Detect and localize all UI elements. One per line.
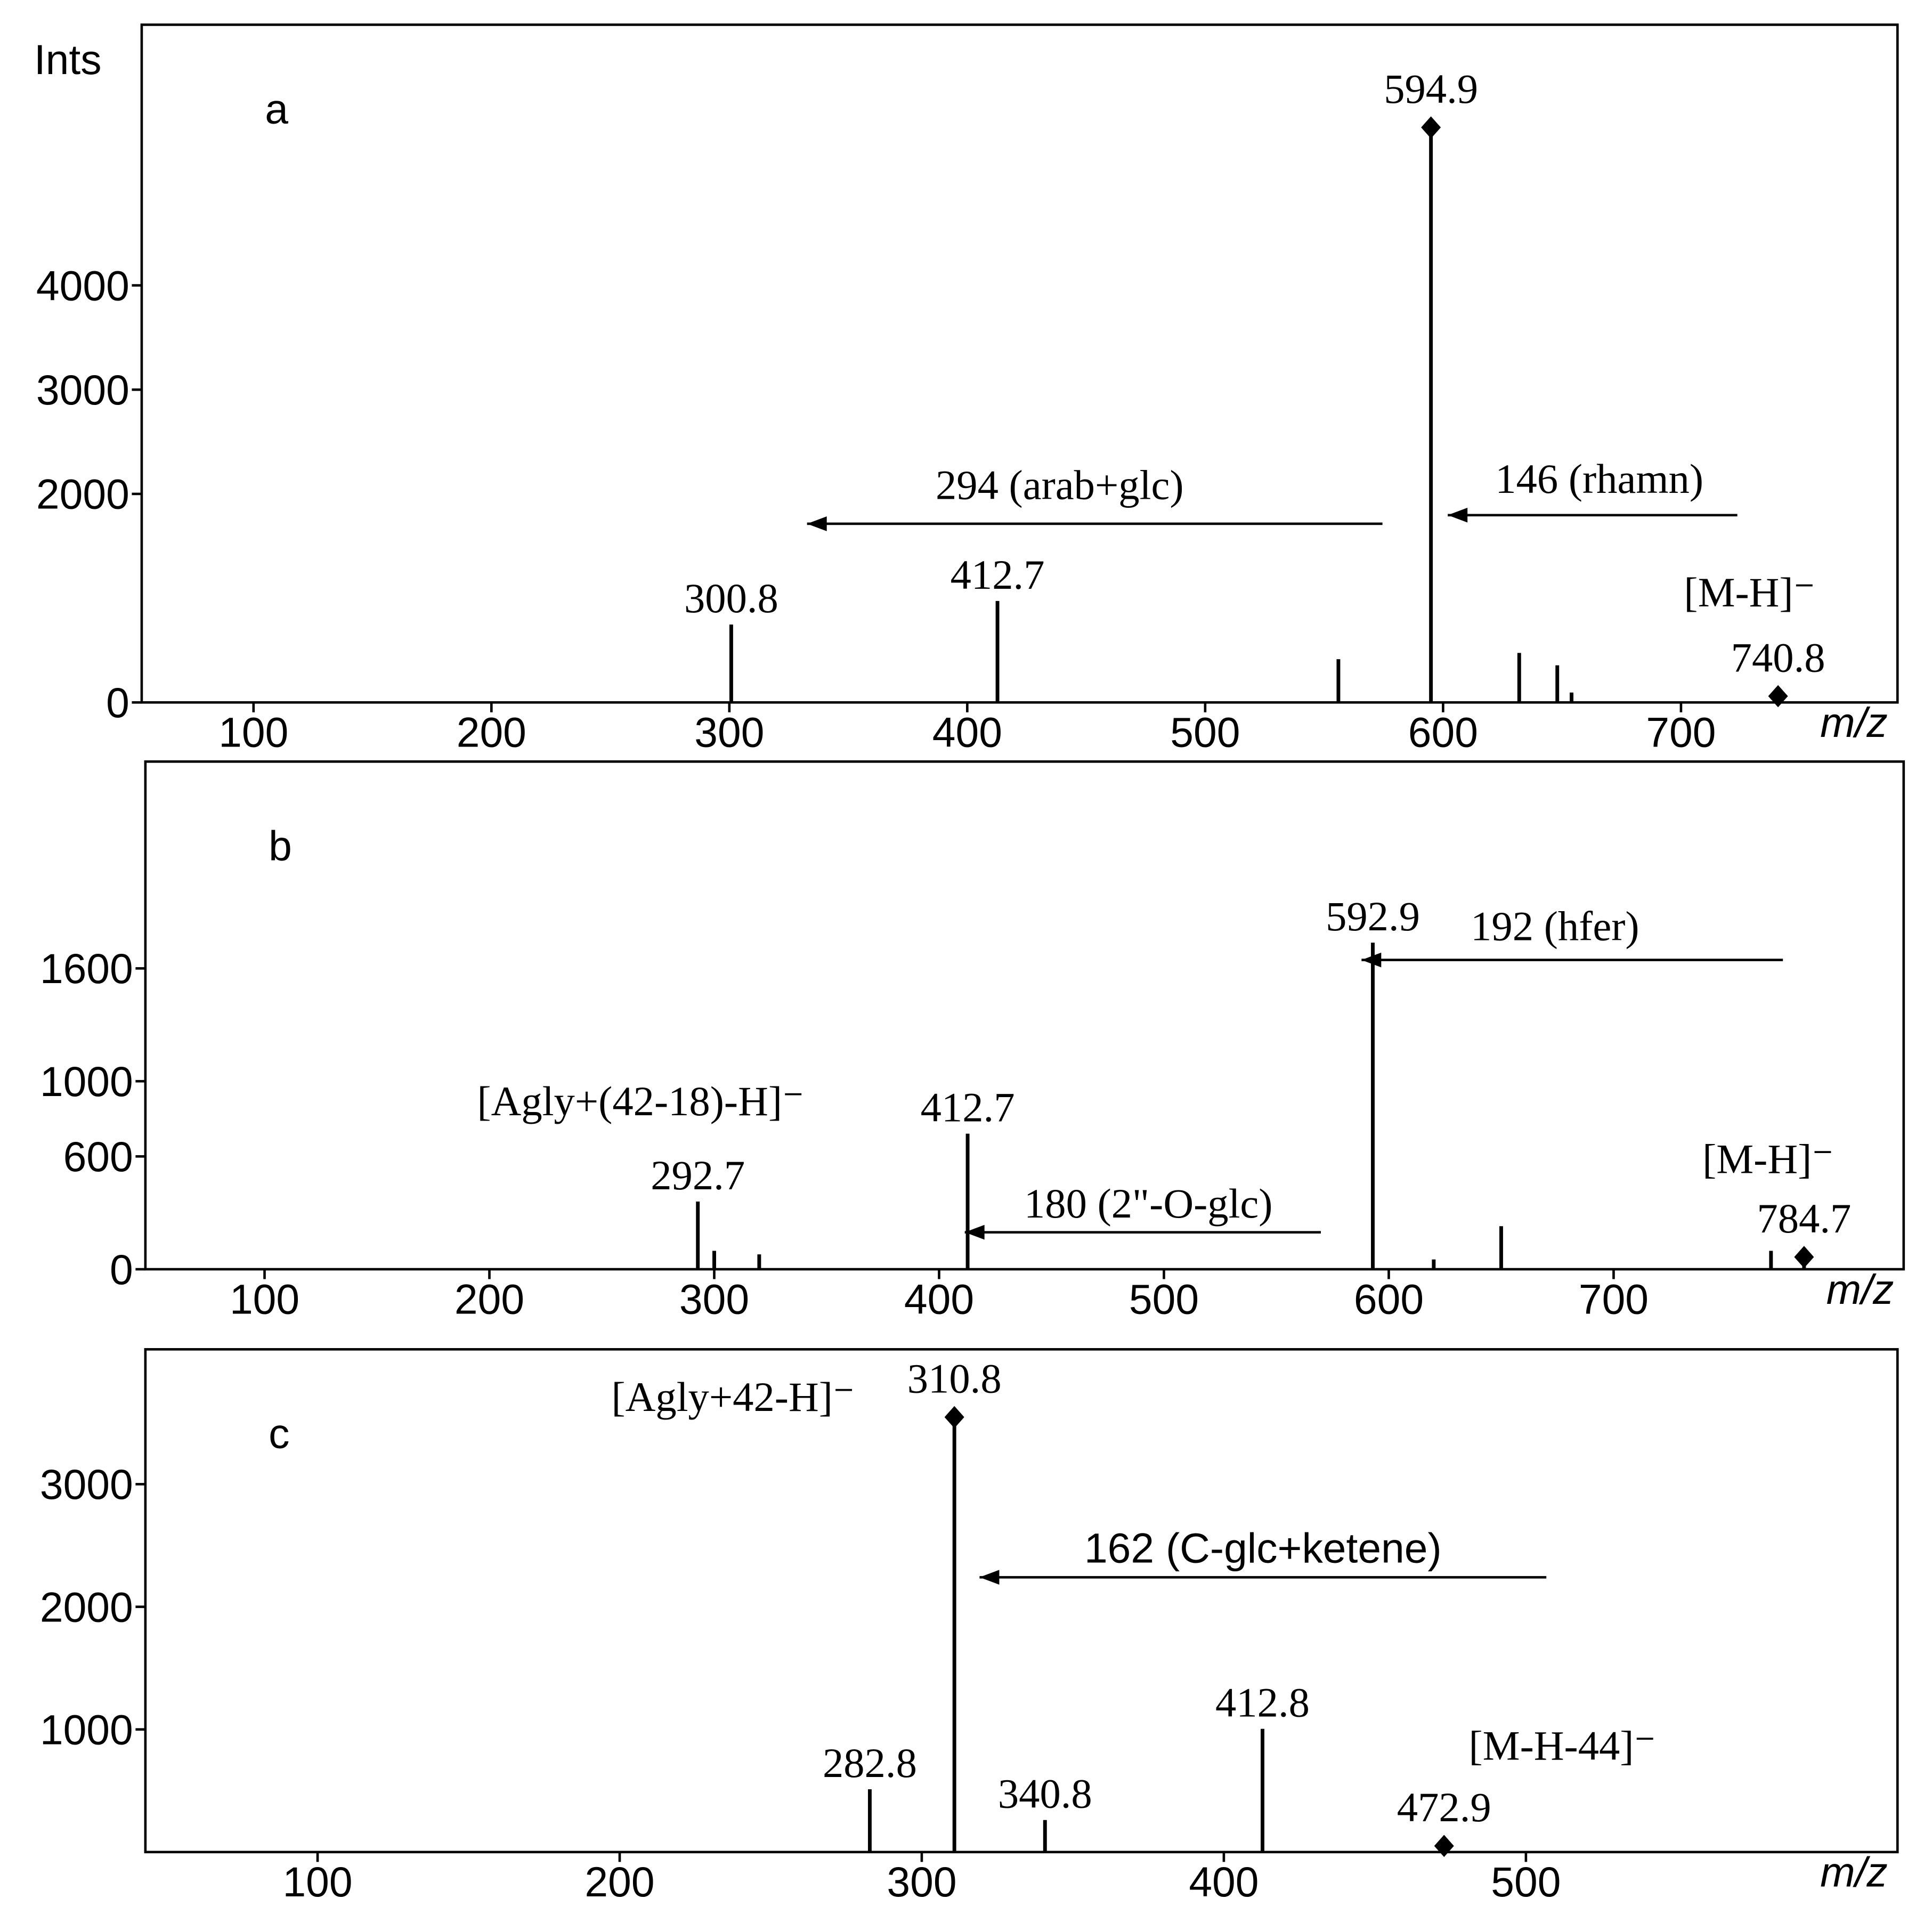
x-tick-label: 700 xyxy=(1579,1276,1649,1323)
annotation: [M-H]⁻ xyxy=(1684,570,1815,616)
peak-label: 592.9 xyxy=(1326,894,1420,940)
peak-label: 740.8 xyxy=(1731,635,1825,681)
y-tick-label: 1000 xyxy=(40,1058,133,1105)
peak-marker xyxy=(1421,116,1441,139)
x-axis-label: m/z xyxy=(1827,1266,1894,1313)
plot-frame xyxy=(144,1348,1899,1854)
peak-marker xyxy=(1434,1835,1454,1857)
peak-marker xyxy=(1794,1246,1814,1268)
x-tick-label: 500 xyxy=(1129,1276,1199,1323)
x-tick-label: 500 xyxy=(1491,1859,1561,1905)
arrow-head xyxy=(807,516,827,531)
annotation: 192 (hfer) xyxy=(1471,904,1639,950)
arrow-head xyxy=(1361,952,1382,968)
panel-letter: c xyxy=(269,1410,289,1457)
annotation: 294 (arab+glc) xyxy=(936,463,1184,509)
peak-label: 412.8 xyxy=(1215,1680,1310,1726)
y-tick-label: 2000 xyxy=(40,1584,133,1630)
y-tick-label: 600 xyxy=(63,1133,133,1180)
x-tick-label: 100 xyxy=(218,709,288,756)
peak-marker xyxy=(944,1406,964,1429)
peak-label: 412.7 xyxy=(921,1084,1015,1131)
x-tick-label: 700 xyxy=(1646,709,1716,756)
y-tick-label: 3000 xyxy=(36,367,129,413)
plot-frame xyxy=(144,760,1905,1271)
peak-marker xyxy=(1768,685,1788,708)
x-tick-label: 100 xyxy=(282,1859,352,1905)
peak-label: 340.8 xyxy=(998,1771,1092,1818)
panel-letter: b xyxy=(269,822,292,869)
y-tick-label: 3000 xyxy=(40,1461,133,1508)
annotation: 162 (C-glc+ketene) xyxy=(1084,1524,1442,1571)
annotation: [M-H-44]⁻ xyxy=(1469,1723,1656,1769)
y-axis-label: Ints xyxy=(34,36,102,83)
y-tick-label: 1600 xyxy=(40,945,133,992)
panel-letter: a xyxy=(265,85,288,132)
peak-label: 300.8 xyxy=(684,575,778,622)
peak-label: 472.9 xyxy=(1397,1784,1491,1831)
annotation: 180 (2"-O-glc) xyxy=(1024,1181,1272,1227)
peak-label: 412.7 xyxy=(951,552,1045,598)
x-axis-label: m/z xyxy=(1820,1849,1888,1896)
x-tick-label: 400 xyxy=(904,1276,974,1323)
peak-label: 310.8 xyxy=(907,1356,1002,1402)
annotation: [Agly+(42-18)-H]⁻ xyxy=(477,1078,804,1125)
peak-label: 292.7 xyxy=(651,1153,745,1199)
x-tick-label: 100 xyxy=(230,1276,299,1323)
x-tick-label: 200 xyxy=(457,709,526,756)
x-tick-label: 500 xyxy=(1170,709,1240,756)
y-tick-label: 4000 xyxy=(36,262,129,309)
peak-label: 282.8 xyxy=(823,1740,917,1787)
x-axis-label: m/z xyxy=(1820,699,1888,746)
x-tick-label: 300 xyxy=(694,709,764,756)
x-tick-label: 400 xyxy=(932,709,1002,756)
y-tick-label: 0 xyxy=(110,1246,133,1293)
x-tick-label: 600 xyxy=(1354,1276,1424,1323)
x-tick-label: 300 xyxy=(679,1276,749,1323)
annotation: [Agly+42-H]⁻ xyxy=(611,1374,855,1421)
x-tick-label: 400 xyxy=(1189,1859,1259,1905)
x-tick-label: 300 xyxy=(887,1859,956,1905)
peak-label: 784.7 xyxy=(1757,1196,1851,1242)
peak-label: 594.9 xyxy=(1384,66,1478,112)
plot-frame xyxy=(140,23,1899,704)
arrow-head xyxy=(1448,507,1468,523)
x-tick-label: 600 xyxy=(1408,709,1478,756)
arrow-head xyxy=(964,1224,985,1240)
x-tick-label: 200 xyxy=(585,1859,654,1905)
y-tick-label: 2000 xyxy=(36,471,129,518)
y-tick-label: 0 xyxy=(106,679,129,726)
y-tick-label: 1000 xyxy=(40,1706,133,1753)
x-tick-label: 200 xyxy=(454,1276,524,1323)
annotation: [M-H]⁻ xyxy=(1702,1137,1834,1183)
annotation: 146 (rhamn) xyxy=(1495,456,1703,502)
arrow-head xyxy=(979,1570,1000,1585)
